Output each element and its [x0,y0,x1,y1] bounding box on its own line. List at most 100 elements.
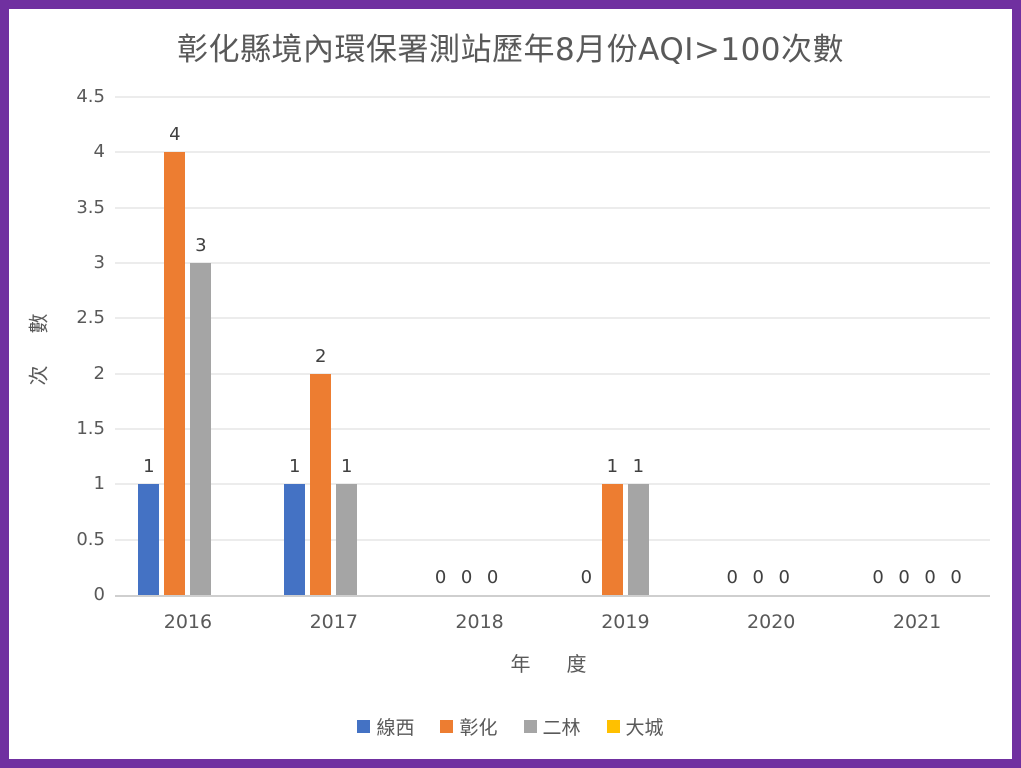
legend-swatch [440,720,454,733]
series-slot: 0 [748,97,769,595]
legend-item: 彰化 [440,713,498,740]
series-slot: 0 [482,97,503,595]
legend-swatch [606,720,620,733]
y-axis-tick-label: 4 [93,141,105,163]
series-slot: 1 [284,97,306,595]
series-slot: 1 [336,97,358,595]
series-slot: 0 [868,97,889,595]
y-axis-tick-label: 4.5 [76,86,105,107]
bar-value-label: 0 [872,567,884,588]
bar-value-label: 0 [434,567,447,588]
series-slot: 1 [627,97,649,595]
x-axis-category-labels: 2016 2017 2018 2019 2020 2021 [115,611,990,633]
bar [138,484,160,595]
bar-value-label: 3 [195,235,207,257]
bar-value-label: 0 [460,567,473,588]
legend-label: 線西 [376,717,415,739]
legend: 線西 彰化 二林 大城 [0,713,1021,740]
legend-swatch [523,720,537,733]
bar-value-label: 1 [143,456,155,478]
bar-value-label: 0 [726,567,738,588]
legend-label: 彰化 [459,717,498,739]
gridline [115,262,990,264]
series-slot: 0 [774,97,795,595]
bar-value-label: 1 [341,456,353,478]
category-label: 2016 [163,611,213,633]
y-axis-tick-label: 0 [93,584,105,605]
bar-value-label: 0 [778,567,790,588]
series-slot: 0 [456,97,477,595]
y-axis-tick-label: 0.5 [76,528,105,550]
gridline [115,317,990,319]
legend-label: 二林 [542,717,581,739]
y-axis-tick-label: 1.5 [76,418,105,439]
legend-item: 線西 [357,713,414,740]
gridline [115,428,990,430]
bar-value-label: 1 [289,456,301,478]
bar [284,484,306,595]
bar-value-label: 4 [169,124,181,146]
bar [336,484,358,595]
y-axis-tick-label: 1 [93,473,105,495]
category-label: 2020 [747,611,796,633]
series-slot: 0 [894,97,915,595]
legend-item: 大城 [606,713,664,740]
series-slot: 0 [576,97,597,595]
bar [627,484,649,595]
series-slot: 0 [946,97,967,595]
series-slot: 1 [138,97,160,595]
series-slot [654,97,675,595]
series-slot [362,97,383,595]
series-slot: 0 [430,97,451,595]
series-slot: 3 [190,97,212,595]
bar-value-label: 0 [486,567,499,588]
bar-value-label: 0 [950,567,962,588]
series-slot: 0 [920,97,941,595]
bar-value-label: 0 [924,567,936,588]
series-slot: 0 [722,97,743,595]
gridline [115,151,990,153]
gridline [115,96,990,98]
gridline [115,483,990,485]
category-label: 2018 [455,611,504,633]
y-axis-tick-label: 3 [93,252,105,273]
category-label: 2019 [601,611,650,633]
series-slot [216,97,237,595]
bar-value-label: 0 [752,567,764,588]
y-axis-tick-labels: 0 0.5 1 1.5 2 2.5 3 3.5 4 4.5 [30,88,105,604]
series-slot: 4 [164,97,186,595]
y-axis-tick-label: 2 [93,362,105,384]
gridline [115,373,990,375]
gridline [115,207,990,209]
y-axis-tick-label: 2.5 [76,307,105,329]
bar-value-label: 1 [632,456,645,478]
series-slot [508,97,529,595]
bar-value-label: 2 [315,345,327,367]
bar [310,373,332,595]
legend-item: 二林 [523,713,581,740]
y-axis-tick-label: 3.5 [76,196,105,218]
category-group: 1 4 3 [115,97,261,595]
bar [190,263,212,595]
bar [164,152,186,595]
chart-title: 彰化縣境內環保署測站歷年8月份AQI>100次數 [176,32,845,68]
bar-value-label: 1 [606,456,619,478]
legend-swatch [357,720,371,733]
category-label: 2021 [892,611,942,633]
series-slot [800,97,821,595]
legend-label: 大城 [625,717,664,739]
bar-value-label: 0 [898,567,910,588]
bar-value-label: 0 [580,567,593,588]
x-axis-title: 年 度 [510,652,595,676]
category-group: 1 2 1 [261,97,407,595]
series-slot: 1 [601,97,623,595]
category-label: 2017 [309,611,358,633]
series-slot: 2 [310,97,332,595]
gridline [115,539,990,541]
